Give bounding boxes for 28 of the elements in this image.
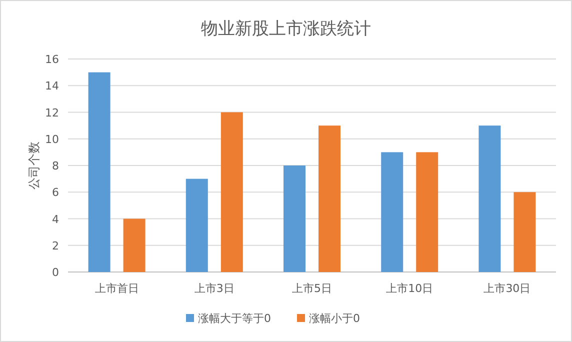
y-tick-label: 14: [45, 80, 59, 93]
y-tick-label: 10: [45, 132, 59, 146]
x-tick-label: 上市30日: [484, 282, 531, 295]
bar: [381, 152, 404, 272]
y-tick-label: 2: [52, 239, 59, 252]
y-axis-title: 公司个数: [27, 142, 41, 190]
x-tick-label: 上市10日: [386, 282, 434, 295]
bar: [514, 192, 536, 272]
y-tick-label: 4: [52, 212, 59, 226]
chart-title: 物业新股上市涨跌统计: [201, 19, 371, 39]
legend-label: 涨幅小于0: [309, 312, 360, 325]
bar: [220, 112, 243, 272]
y-tick-label: 16: [45, 53, 59, 66]
y-tick-label: 12: [45, 106, 59, 120]
x-tick-label: 上市首日: [94, 282, 139, 295]
bar: [284, 166, 306, 272]
bar: [416, 152, 438, 272]
bar: [318, 126, 340, 272]
bar: [88, 72, 110, 272]
y-tick-label: 8: [52, 160, 59, 172]
x-tick-label: 上市3日: [194, 282, 234, 295]
bar: [478, 126, 501, 272]
y-tick-label: 6: [52, 186, 59, 200]
bar: [186, 178, 208, 272]
legend-label: 涨幅大于等于0: [198, 312, 271, 325]
bar: [123, 218, 146, 272]
y-tick-label: 0: [52, 266, 59, 279]
x-tick-label: 上市5日: [292, 282, 332, 295]
